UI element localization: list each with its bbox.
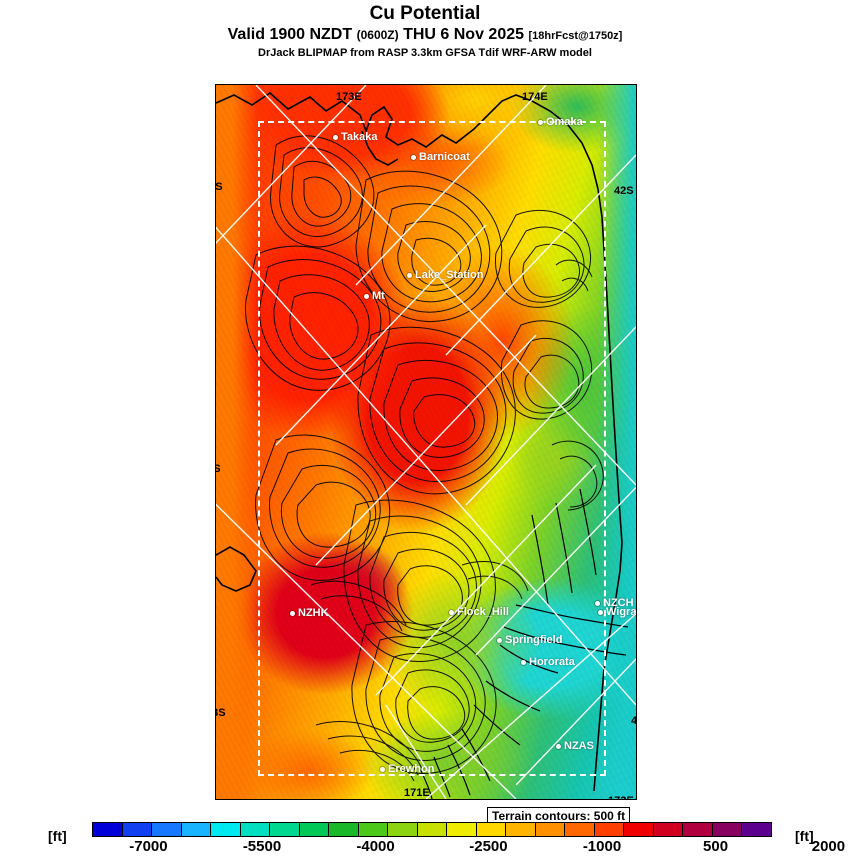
colorbar-tick: -2500 <box>469 838 508 855</box>
colorbar-swatch <box>712 823 743 836</box>
station-label: Wigram <box>606 606 637 618</box>
station-dot-icon <box>595 601 600 606</box>
station-label: NZAS <box>564 740 594 752</box>
station-label: Springfield <box>505 634 563 646</box>
colorbar-tick: 2000 <box>811 838 846 855</box>
map-panel[interactable]: Takaka Omaka Barnicoat Lake_Station Mt NZHK Fl… <box>215 84 637 800</box>
station-dot-icon <box>497 638 502 643</box>
station-dot-icon <box>407 273 412 278</box>
station-label: Mt <box>372 290 385 302</box>
forecast-domain-box <box>258 121 606 776</box>
colorbar-swatch <box>506 823 536 836</box>
forecast-tag: [18hrFcst@1750z] <box>528 30 623 42</box>
colorbar-swatch <box>535 823 566 836</box>
graticule-label: 43S <box>216 707 226 719</box>
map-canvas: Takaka Omaka Barnicoat Lake_Station Mt NZHK Fl… <box>216 85 636 799</box>
graticule-label: 41S <box>215 181 223 193</box>
colorbar-tick: -7000 <box>129 838 168 855</box>
terrain-contours <box>216 85 636 799</box>
graticule <box>216 85 636 799</box>
page-title: Cu Potential <box>369 3 481 24</box>
station-label: Takaka <box>341 131 378 143</box>
colorbar-swatch <box>122 823 153 836</box>
colorbar-swatch <box>594 823 625 836</box>
station-marker-layer: Takaka Omaka Barnicoat Lake_Station Mt NZHK Fl… <box>216 85 636 799</box>
graticule-label: 42S <box>614 185 634 197</box>
colorbar-tick-labels: -7000 -5500 -4000 -2500 -1000 500 2000 <box>92 838 845 858</box>
colorbar-swatch <box>683 823 713 836</box>
station-dot-icon <box>556 744 561 749</box>
coastline-and-rivers <box>216 85 636 799</box>
colorbar-swatch <box>270 823 300 836</box>
colorbar-swatch <box>211 823 241 836</box>
colorbar-swatch <box>93 823 123 836</box>
graticule-label: 172E <box>608 795 634 799</box>
colorbar-swatch <box>653 823 684 836</box>
colorbar-unit-left: [ft] <box>48 828 67 844</box>
valid-time: Valid 1900 NZDT <box>227 26 353 43</box>
colorbar-swatch <box>476 823 507 836</box>
station-dot-icon <box>538 120 543 125</box>
colorbar-swatch <box>299 823 330 836</box>
colorbar-swatch <box>624 823 654 836</box>
colorbar-swatch <box>565 823 595 836</box>
terrain-contour-note: Terrain contours: 500 ft <box>487 807 631 826</box>
station-dot-icon <box>598 610 603 615</box>
valid-date: THU 6 Nov 2025 <box>403 26 525 43</box>
station-label: Barnicoat <box>419 151 470 163</box>
graticule-label: 44S <box>631 715 637 727</box>
colorbar-tick: -4000 <box>356 838 395 855</box>
graticule-label: 43S <box>636 437 637 449</box>
station-dot-icon <box>521 660 526 665</box>
station-dot-icon <box>290 611 295 616</box>
colorbar-panel: [ft] [ft] -7000 -5500 -4000 -2500 -1000 500 20… <box>0 820 850 860</box>
colorbar-tick: 500 <box>703 838 729 855</box>
graticule-label: 42S <box>216 463 221 475</box>
model-line: DrJack BLIPMAP from RASP 3.3km GFSA Tdif… <box>258 47 592 59</box>
station-dot-icon <box>449 610 454 615</box>
station-dot-icon <box>380 767 385 772</box>
colorbar-swatch <box>329 823 359 836</box>
graticule-label: 174E <box>522 91 548 103</box>
graticule-label: 173E <box>336 91 362 103</box>
colorbar-swatch <box>447 823 477 836</box>
station-dot-icon <box>333 135 338 140</box>
station-label: Lake_Station <box>415 269 484 281</box>
valid-time-zulu: (0600Z) <box>356 28 399 42</box>
station-label: Omaka <box>546 116 583 128</box>
colorbar-tick: -1000 <box>582 838 622 855</box>
graticule-label-layer: 173E 174E 41S 42S 42S 43S 43S 44S 171E 172E <box>216 85 636 799</box>
colorbar-tick: -5500 <box>242 838 282 855</box>
colorbar-swatch <box>742 823 771 836</box>
station-label: NZHK <box>298 607 329 619</box>
station-label: Flock_Hill <box>457 606 509 618</box>
station-label: Hororata <box>529 656 575 668</box>
colorbar-swatch <box>388 823 418 836</box>
chart-header: Cu Potential Valid 1900 NZDT (0600Z) THU… <box>0 0 850 60</box>
station-label: NZCH <box>603 597 634 609</box>
station-dot-icon <box>364 294 369 299</box>
colorbar-swatch <box>417 823 448 836</box>
valid-time-line: Valid 1900 NZDT (0600Z) THU 6 Nov 2025 [… <box>0 25 850 46</box>
colorbar-swatch <box>181 823 212 836</box>
station-label: Erewhon <box>388 763 435 775</box>
graticule-label: 171E <box>404 787 430 799</box>
colorbar-scale <box>92 822 772 837</box>
colorbar-swatch <box>358 823 389 836</box>
colorbar-unit-right: [ft] <box>795 828 814 844</box>
station-dot-icon <box>411 155 416 160</box>
colorbar-swatch <box>240 823 271 836</box>
colorbar-swatch <box>152 823 182 836</box>
